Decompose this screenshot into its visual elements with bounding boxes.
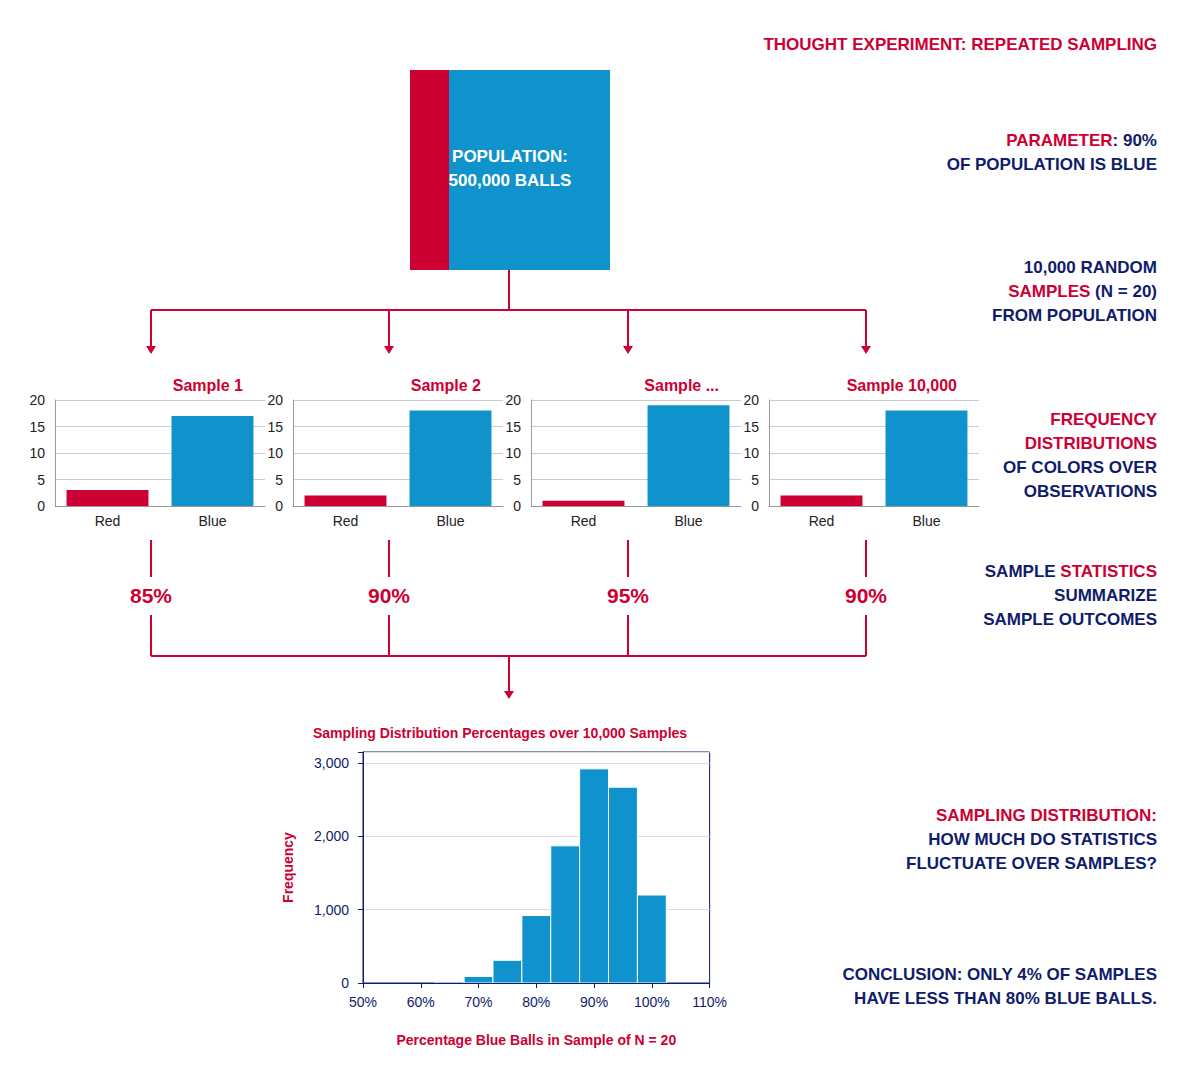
html-text:90%: 90%	[368, 584, 410, 607]
svg-text:Red: Red	[571, 513, 597, 529]
svg-text:Blue: Blue	[198, 513, 226, 529]
html-text:POPULATION:: POPULATION:	[452, 147, 568, 166]
html-text:DISTRIBUTIONS: DISTRIBUTIONS	[1024, 434, 1157, 453]
html-text:SAMPLING DISTRIBUTION:: SAMPLING DISTRIBUTION:	[936, 806, 1157, 825]
svg-text:0: 0	[37, 498, 45, 514]
svg-text:Red: Red	[333, 513, 359, 529]
html-text:85%: 85%	[130, 584, 172, 607]
html-text:FROM POPULATION: FROM POPULATION	[992, 306, 1157, 325]
svg-text:20: 20	[743, 392, 759, 408]
html-text:OF POPULATION IS BLUE: OF POPULATION IS BLUE	[946, 155, 1157, 174]
svg-text:Blue: Blue	[436, 513, 464, 529]
html-text:95%: 95%	[607, 584, 649, 607]
svg-text:Sample 1: Sample 1	[173, 377, 243, 394]
svg-text:0: 0	[513, 498, 521, 514]
svg-text:3,000: 3,000	[314, 755, 349, 771]
svg-text:0: 0	[341, 975, 349, 991]
svg-text:5: 5	[751, 472, 759, 488]
html-text:HOW MUCH DO STATISTICS: HOW MUCH DO STATISTICS	[928, 830, 1157, 849]
svg-text:20: 20	[267, 392, 283, 408]
html-text:THOUGHT EXPERIMENT: REPEATED S: THOUGHT EXPERIMENT: REPEATED SAMPLING	[763, 35, 1157, 54]
html-text:FLUCTUATE OVER SAMPLES?: FLUCTUATE OVER SAMPLES?	[906, 854, 1157, 873]
html-text:OBSERVATIONS: OBSERVATIONS	[1023, 482, 1157, 501]
svg-text:5: 5	[37, 472, 45, 488]
html-text:SAMPLE OUTCOMES: SAMPLE OUTCOMES	[983, 610, 1157, 629]
svg-text:50%: 50%	[349, 994, 377, 1010]
svg-text:1,000: 1,000	[314, 902, 349, 918]
svg-text:Red: Red	[95, 513, 121, 529]
svg-text:Sample ...: Sample ...	[644, 377, 719, 394]
svg-text:10: 10	[267, 445, 283, 461]
svg-text:10: 10	[743, 445, 759, 461]
svg-text:5: 5	[513, 472, 521, 488]
svg-text:Sampling Distribution Percenta: Sampling Distribution Percentages over 1…	[313, 725, 687, 741]
html-text:PARAMETER: 90%: PARAMETER: 90%	[1006, 131, 1157, 150]
html-text:90%: 90%	[845, 584, 887, 607]
svg-text:Sample 2: Sample 2	[411, 377, 481, 394]
html-text:10,000 RANDOM: 10,000 RANDOM	[1023, 258, 1157, 277]
html-text:CONCLUSION: ONLY 4% OF SAMPLES: CONCLUSION: ONLY 4% OF SAMPLES	[842, 965, 1157, 984]
svg-text:Frequency: Frequency	[280, 832, 296, 903]
svg-text:90%: 90%	[580, 994, 608, 1010]
html-text:SUMMARIZE: SUMMARIZE	[1054, 586, 1157, 605]
svg-text:2,000: 2,000	[314, 828, 349, 844]
svg-text:5: 5	[275, 472, 283, 488]
svg-text:Blue: Blue	[912, 513, 940, 529]
svg-text:70%: 70%	[465, 994, 493, 1010]
html-text:SAMPLES (N = 20): SAMPLES (N = 20)	[1008, 282, 1157, 301]
svg-text:15: 15	[743, 419, 759, 435]
svg-text:0: 0	[751, 498, 759, 514]
svg-text:10: 10	[505, 445, 521, 461]
html-text:SAMPLE STATISTICS: SAMPLE STATISTICS	[984, 562, 1157, 581]
svg-text:Red: Red	[809, 513, 835, 529]
html-text:OF COLORS OVER: OF COLORS OVER	[1003, 458, 1157, 477]
html-text:HAVE LESS THAN 80% BLUE BALLS.: HAVE LESS THAN 80% BLUE BALLS.	[854, 989, 1157, 1008]
svg-text:15: 15	[29, 419, 45, 435]
svg-text:Sample 10,000: Sample 10,000	[847, 377, 957, 394]
svg-text:60%: 60%	[407, 994, 435, 1010]
svg-text:15: 15	[267, 419, 283, 435]
html-text:500,000 BALLS: 500,000 BALLS	[448, 171, 572, 190]
svg-text:20: 20	[505, 392, 521, 408]
svg-text:15: 15	[505, 419, 521, 435]
svg-text:20: 20	[29, 392, 45, 408]
svg-text:110%: 110%	[692, 994, 727, 1010]
svg-text:Blue: Blue	[674, 513, 702, 529]
svg-text:Percentage Blue Balls in Sampl: Percentage Blue Balls in Sample of N = 2…	[396, 1032, 676, 1048]
svg-text:10: 10	[29, 445, 45, 461]
svg-text:100%: 100%	[634, 994, 670, 1010]
svg-text:80%: 80%	[522, 994, 550, 1010]
html-text:FREQUENCY: FREQUENCY	[1050, 410, 1157, 429]
svg-text:0: 0	[275, 498, 283, 514]
